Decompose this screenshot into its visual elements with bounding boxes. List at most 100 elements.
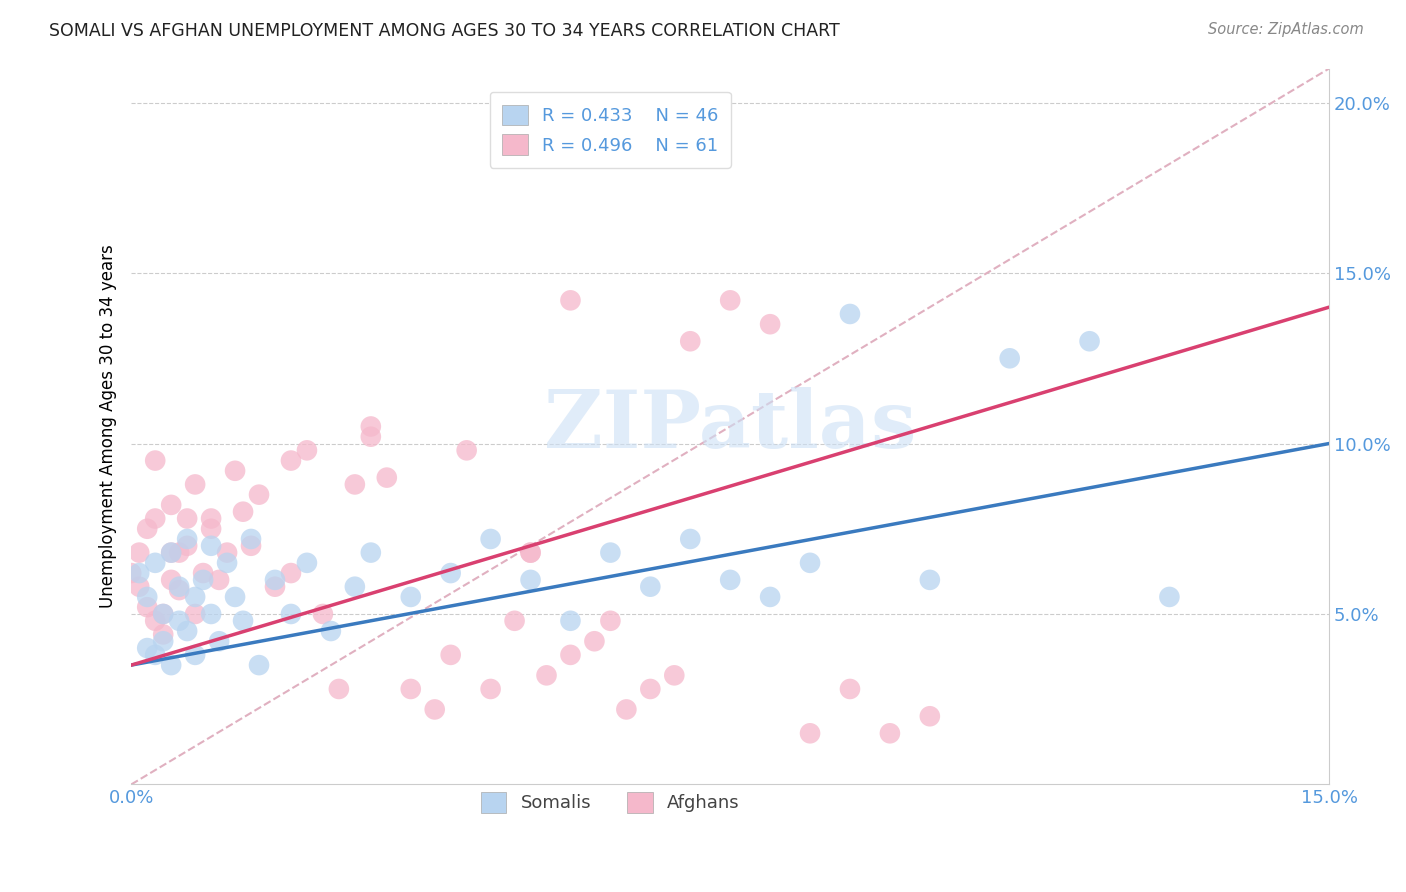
- Point: [503, 614, 526, 628]
- Point: [143, 614, 166, 628]
- Point: [184, 648, 207, 662]
- Point: [184, 590, 207, 604]
- Point: [208, 573, 231, 587]
- Point: [519, 546, 541, 560]
- Point: [136, 641, 159, 656]
- Point: [759, 590, 782, 604]
- Point: [679, 532, 702, 546]
- Point: [247, 658, 270, 673]
- Point: [456, 443, 478, 458]
- Point: [136, 600, 159, 615]
- Point: [152, 607, 174, 621]
- Point: [128, 566, 150, 580]
- Point: [120, 566, 142, 580]
- Point: [191, 573, 214, 587]
- Point: [176, 532, 198, 546]
- Point: [224, 590, 246, 604]
- Point: [152, 607, 174, 621]
- Point: [759, 317, 782, 331]
- Point: [167, 546, 190, 560]
- Point: [360, 546, 382, 560]
- Point: [295, 443, 318, 458]
- Point: [536, 668, 558, 682]
- Point: [1078, 334, 1101, 349]
- Point: [240, 539, 263, 553]
- Point: [599, 546, 621, 560]
- Point: [184, 607, 207, 621]
- Point: [232, 505, 254, 519]
- Point: [423, 702, 446, 716]
- Point: [224, 464, 246, 478]
- Point: [208, 634, 231, 648]
- Point: [184, 477, 207, 491]
- Point: [1159, 590, 1181, 604]
- Point: [839, 681, 862, 696]
- Point: [440, 566, 463, 580]
- Point: [200, 539, 222, 553]
- Point: [280, 607, 302, 621]
- Point: [640, 580, 662, 594]
- Point: [128, 580, 150, 594]
- Point: [264, 580, 287, 594]
- Point: [560, 614, 582, 628]
- Text: SOMALI VS AFGHAN UNEMPLOYMENT AMONG AGES 30 TO 34 YEARS CORRELATION CHART: SOMALI VS AFGHAN UNEMPLOYMENT AMONG AGES…: [49, 22, 839, 40]
- Point: [200, 511, 222, 525]
- Point: [519, 573, 541, 587]
- Point: [143, 511, 166, 525]
- Point: [799, 726, 821, 740]
- Y-axis label: Unemployment Among Ages 30 to 34 years: Unemployment Among Ages 30 to 34 years: [100, 244, 117, 608]
- Point: [200, 522, 222, 536]
- Point: [143, 453, 166, 467]
- Point: [799, 556, 821, 570]
- Point: [128, 546, 150, 560]
- Point: [152, 634, 174, 648]
- Point: [399, 681, 422, 696]
- Point: [247, 488, 270, 502]
- Point: [176, 539, 198, 553]
- Point: [295, 556, 318, 570]
- Point: [343, 477, 366, 491]
- Point: [918, 709, 941, 723]
- Legend: Somalis, Afghans: Somalis, Afghans: [468, 780, 752, 825]
- Point: [200, 607, 222, 621]
- Point: [918, 573, 941, 587]
- Point: [328, 681, 350, 696]
- Point: [217, 546, 239, 560]
- Point: [479, 532, 502, 546]
- Point: [160, 546, 183, 560]
- Point: [160, 658, 183, 673]
- Point: [998, 351, 1021, 366]
- Point: [167, 614, 190, 628]
- Point: [264, 573, 287, 587]
- Point: [664, 668, 686, 682]
- Point: [479, 681, 502, 696]
- Point: [616, 702, 638, 716]
- Point: [560, 293, 582, 308]
- Point: [136, 522, 159, 536]
- Point: [312, 607, 335, 621]
- Point: [160, 546, 183, 560]
- Point: [360, 430, 382, 444]
- Point: [399, 590, 422, 604]
- Point: [143, 648, 166, 662]
- Point: [440, 648, 463, 662]
- Point: [152, 627, 174, 641]
- Point: [176, 624, 198, 638]
- Text: Source: ZipAtlas.com: Source: ZipAtlas.com: [1208, 22, 1364, 37]
- Point: [136, 590, 159, 604]
- Point: [718, 293, 741, 308]
- Point: [167, 583, 190, 598]
- Point: [583, 634, 606, 648]
- Point: [839, 307, 862, 321]
- Point: [343, 580, 366, 594]
- Point: [360, 419, 382, 434]
- Point: [191, 566, 214, 580]
- Point: [217, 556, 239, 570]
- Point: [143, 556, 166, 570]
- Point: [319, 624, 342, 638]
- Point: [280, 566, 302, 580]
- Point: [232, 614, 254, 628]
- Point: [718, 573, 741, 587]
- Point: [879, 726, 901, 740]
- Point: [167, 580, 190, 594]
